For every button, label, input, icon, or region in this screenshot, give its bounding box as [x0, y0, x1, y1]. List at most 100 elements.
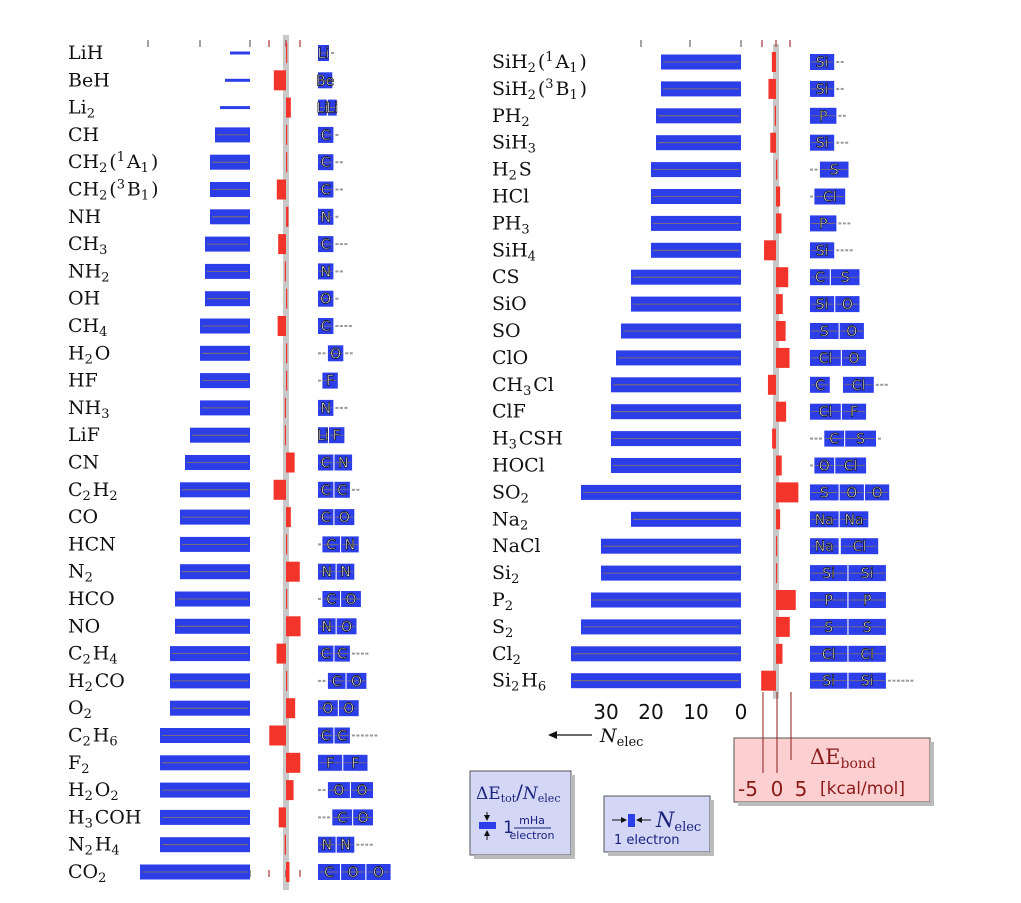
molecule-row: NH3 N — [68, 397, 348, 422]
hydrogen-dot — [339, 188, 343, 191]
bond-error-bar — [286, 343, 288, 364]
hydrogen-dot — [875, 383, 879, 386]
hydrogen-dot — [335, 297, 339, 300]
bond-error-bar — [776, 509, 781, 530]
bond-error-bar — [776, 159, 778, 180]
bond-zero-line — [773, 44, 779, 699]
molecule-name: HF — [68, 370, 98, 392]
atom-label: Si — [816, 82, 829, 98]
bond-error-bar — [770, 132, 776, 153]
molecule-name: N2 — [68, 561, 95, 586]
hydrogen-dot — [365, 652, 369, 655]
bond-error-bar — [286, 616, 301, 637]
molecule-name: Cl2 — [492, 643, 523, 668]
atom-label: O — [339, 510, 350, 526]
atom-label: P — [819, 109, 827, 125]
legend-nelec: Nelec 1 electron — [603, 795, 714, 856]
hydrogen-dot — [849, 249, 853, 252]
hydrogen-dot — [318, 543, 321, 546]
molecule-name: SiH2 (1 A1 ) — [492, 50, 587, 76]
bond-error-bar — [286, 124, 288, 145]
bond-error-bar — [776, 590, 796, 610]
molecule-name: CN — [68, 452, 99, 474]
atom-label: O — [348, 865, 359, 881]
bond-error-bar — [776, 294, 783, 315]
molecule-row: HCl Cl — [492, 186, 846, 208]
hydrogen-dot — [369, 734, 373, 737]
bond-error-bar — [776, 213, 782, 234]
hydrogen-dot — [339, 406, 343, 409]
hydrogen-dot — [318, 352, 321, 355]
nelec-tick-20: 20 — [638, 700, 663, 724]
molecule-name: Si2 — [492, 562, 521, 587]
hydrogen-dot — [810, 168, 813, 171]
bond-error-bar — [776, 321, 786, 341]
atom-label: O — [322, 701, 333, 717]
molecule-row: ClF Cl F — [492, 401, 867, 423]
atom-label: N — [322, 565, 332, 581]
atom-label: C — [337, 483, 347, 499]
atom-label: Si — [822, 566, 835, 582]
molecule-name: SiH2 (3 B1 ) — [492, 77, 587, 103]
molecule-row: H2 S S — [492, 159, 849, 184]
hydrogen-dot — [374, 734, 378, 737]
hydrogen-dot — [356, 734, 360, 737]
molecule-name: PH3 — [492, 212, 532, 237]
molecule-name: NO — [68, 615, 100, 637]
bond-tick-0: 0 — [771, 777, 784, 801]
atom-label: S — [863, 620, 872, 636]
hydrogen-dot — [339, 325, 343, 327]
molecule-name: NH3 — [68, 397, 111, 422]
nelec-tick-10: 10 — [683, 700, 708, 724]
molecule-name: SO2 — [492, 481, 531, 506]
atom-label: C — [829, 432, 839, 448]
nelec-axis: 30 20 10 0 Nelec — [548, 700, 747, 750]
atom-label: C — [337, 810, 347, 826]
molecule-row: H3 CSH C S — [492, 428, 881, 453]
hydrogen-dot — [335, 161, 339, 164]
atom-label: N — [338, 456, 348, 472]
atom-label: Si — [816, 136, 829, 152]
atom-label: C — [326, 592, 336, 608]
legend-tot-bar-icon — [479, 812, 496, 840]
atom-label: O — [330, 346, 341, 362]
molecule-name: HCN — [68, 533, 116, 555]
bond-error-bar — [269, 725, 286, 746]
molecule-name: CO2 — [68, 861, 108, 886]
molecule-name: O2 — [68, 697, 94, 722]
atom-label: O — [848, 351, 859, 367]
bond-tick-5: 5 — [795, 777, 808, 801]
bond-error-bar — [284, 261, 286, 282]
hydrogen-dot — [331, 52, 334, 54]
molecule-row: SiH2 (1 A1 ) Si — [492, 50, 844, 76]
molecule-name: F2 — [68, 752, 91, 777]
hydrogen-dot — [365, 734, 369, 737]
molecule-name: HOCl — [492, 455, 545, 477]
hydrogen-dot — [339, 270, 343, 273]
hydrogen-dot — [348, 325, 352, 327]
molecule-name: ClF — [492, 401, 526, 423]
bond-error-bar — [776, 401, 787, 422]
hydrogen-dot — [322, 679, 326, 682]
molecule-name: H3 CSH — [492, 428, 563, 453]
nelec-tick-30: 30 — [593, 700, 618, 724]
molecule-name: LiH — [68, 42, 103, 64]
hydrogen-dot — [878, 437, 881, 440]
molecule-name: CH3 Cl — [492, 374, 554, 399]
hydrogen-dot — [840, 249, 844, 252]
atom-label: C — [321, 237, 331, 253]
atom-label: C — [321, 729, 331, 745]
hydrogen-dot — [318, 816, 321, 819]
hydrogen-dot — [896, 679, 900, 682]
atom-label: Cl — [822, 647, 836, 663]
molecule-name: H2 O — [68, 342, 110, 367]
hydrogen-dot — [819, 437, 822, 440]
legend-nelec-caption: 1 electron — [614, 833, 680, 848]
molecule-name: H2 CO — [68, 670, 125, 695]
bond-error-bar — [286, 97, 291, 118]
atom-label: O — [343, 701, 354, 717]
